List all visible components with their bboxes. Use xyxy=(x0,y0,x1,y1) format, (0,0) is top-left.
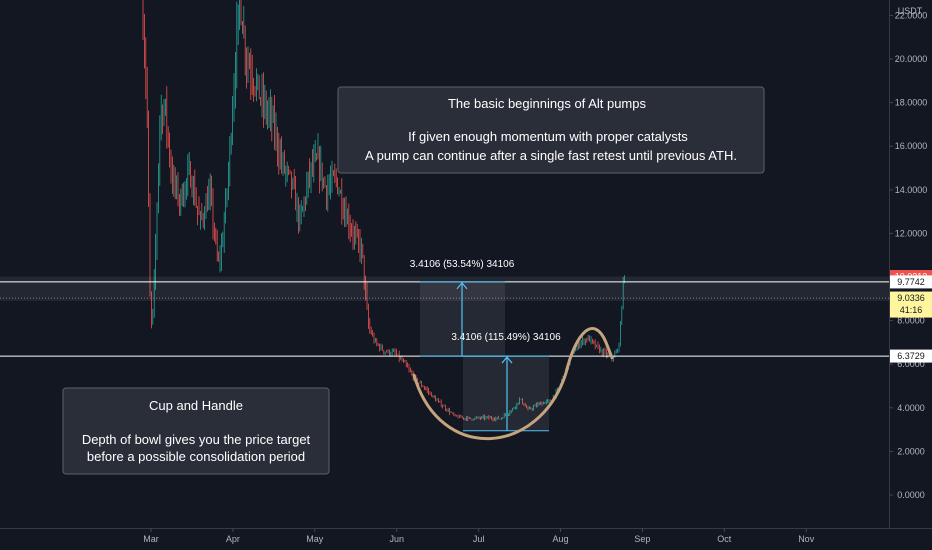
y-tick-label: 20.0000 xyxy=(895,54,928,64)
measure-lower-arrowhead xyxy=(501,356,513,364)
candles-layer xyxy=(142,0,625,422)
price-tag xyxy=(890,349,932,363)
price-tag xyxy=(890,275,932,289)
x-tick-label: Sep xyxy=(634,534,650,544)
measure-lower-label: 3.4106 (115.49%) 34106 xyxy=(451,332,561,343)
cup-handle-note[interactable]: Cup and Handle Depth of bowl gives you t… xyxy=(62,387,330,475)
price-tag-label: 9.7742 xyxy=(897,277,925,287)
drawings-layer xyxy=(412,327,614,441)
resistance-band xyxy=(0,276,889,301)
y-tick-label: 2.0000 xyxy=(897,446,925,456)
measure-tools: 3.4106 (53.54%) 34106 3.4106 (115.49%) 34… xyxy=(410,259,561,432)
y-tick-label: 6.0000 xyxy=(897,359,925,369)
x-tick-label: Mar xyxy=(143,534,159,544)
price-tag-label: 6.3729 xyxy=(897,351,925,361)
cup-handle-note-box xyxy=(62,387,330,475)
price-bands xyxy=(0,276,889,357)
cup-handle-note-title: Cup and Handle xyxy=(149,398,243,413)
alt-pumps-note-line2: A pump can continue after a single fast … xyxy=(365,148,737,163)
x-tick-label: Apr xyxy=(226,534,240,544)
cup-handle-curve[interactable] xyxy=(412,327,614,441)
x-tick-label: Jul xyxy=(473,534,485,544)
y-tick-label: 14.0000 xyxy=(895,185,928,195)
cup-handle-note-line1: Depth of bowl gives you the price target xyxy=(82,432,311,447)
alt-pumps-note[interactable]: The basic beginnings of Alt pumps If giv… xyxy=(337,86,765,174)
price-axis-bg xyxy=(889,0,932,528)
x-tick-label: Nov xyxy=(798,534,815,544)
price-tag-countdown: 41:16 xyxy=(900,305,923,315)
price-axis[interactable]: 0.00002.00004.00006.00008.000010.000012.… xyxy=(889,0,932,528)
price-tag-label: 9.0336 xyxy=(897,293,925,303)
y-tick-label: 4.0000 xyxy=(897,403,925,413)
y-tick-label: 8.0000 xyxy=(897,316,925,326)
price-tag xyxy=(890,291,932,318)
x-tick-label: Aug xyxy=(552,534,568,544)
alt-pumps-note-box xyxy=(337,86,765,174)
y-tick-label: 16.0000 xyxy=(895,141,928,151)
measure-lower-area[interactable] xyxy=(463,356,549,431)
x-tick-label: Oct xyxy=(717,534,732,544)
cup-handle-note-line2: before a possible consolidation period xyxy=(87,449,305,464)
measure-upper-arrowhead xyxy=(456,281,468,290)
y-tick-label: 18.0000 xyxy=(895,98,928,108)
alt-pumps-note-title: The basic beginnings of Alt pumps xyxy=(448,96,647,111)
y-tick-label: 22.0000 xyxy=(895,10,928,20)
time-axis-ticks: Mar Apr May Jun Jul Aug Sep Oct Nov xyxy=(143,528,815,544)
y-tick-label: 0.0000 xyxy=(897,490,925,500)
measure-upper-label: 3.4106 (53.54%) 34106 xyxy=(410,259,515,270)
alt-pumps-note-line1: If given enough momentum with proper cat… xyxy=(408,129,688,144)
x-tick-label: May xyxy=(306,534,324,544)
y-tick-label: 12.0000 xyxy=(895,228,928,238)
x-tick-label: Jun xyxy=(389,534,404,544)
currency-label: USDT xyxy=(898,6,923,16)
time-axis[interactable]: Mar Apr May Jun Jul Aug Sep Oct Nov xyxy=(0,528,932,544)
